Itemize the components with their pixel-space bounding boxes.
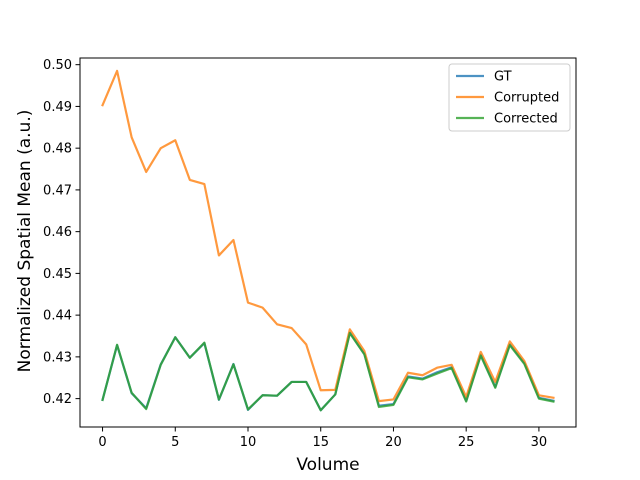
x-tick-label: 20 — [385, 435, 402, 450]
y-tick-label: 0.46 — [43, 225, 72, 240]
series-line-1 — [101, 69, 555, 403]
x-tick-label: 30 — [531, 435, 548, 450]
y-tick-label: 0.44 — [43, 309, 72, 324]
legend-box — [448, 63, 571, 132]
y-tick-label: 0.48 — [43, 142, 72, 157]
x-axis-label: Volume — [296, 455, 359, 475]
y-tick-label: 0.49 — [43, 100, 72, 115]
y-tick-label: 0.50 — [43, 58, 72, 73]
y-axis-label: Normalized Spatial Mean (a.u.) — [15, 110, 35, 373]
legend: GT Corrupted Corrected — [448, 63, 571, 132]
x-tick-label: 10 — [240, 435, 257, 450]
series-line-2 — [101, 331, 555, 412]
legend-label: Corrupted — [494, 91, 559, 106]
y-tick-label: 0.43 — [43, 350, 72, 365]
legend-label: Corrected — [494, 112, 558, 127]
x-tick-label: 25 — [458, 435, 475, 450]
x-tick-label: 0 — [98, 435, 106, 450]
x-tick-label: 15 — [312, 435, 329, 450]
y-tick-label: 0.42 — [43, 392, 72, 407]
axes-layer: 0 5 10 15 20 25 30 0.42 0.43 0.44 0.45 0.46 0.47 0.48… — [43, 57, 577, 450]
plot-frame — [79, 57, 577, 428]
series-layer — [101, 69, 555, 412]
x-tick-label: 5 — [171, 435, 179, 450]
legend-label: GT — [494, 70, 512, 85]
y-tick-label: 0.45 — [43, 267, 72, 282]
y-tick-label: 0.47 — [43, 183, 72, 198]
